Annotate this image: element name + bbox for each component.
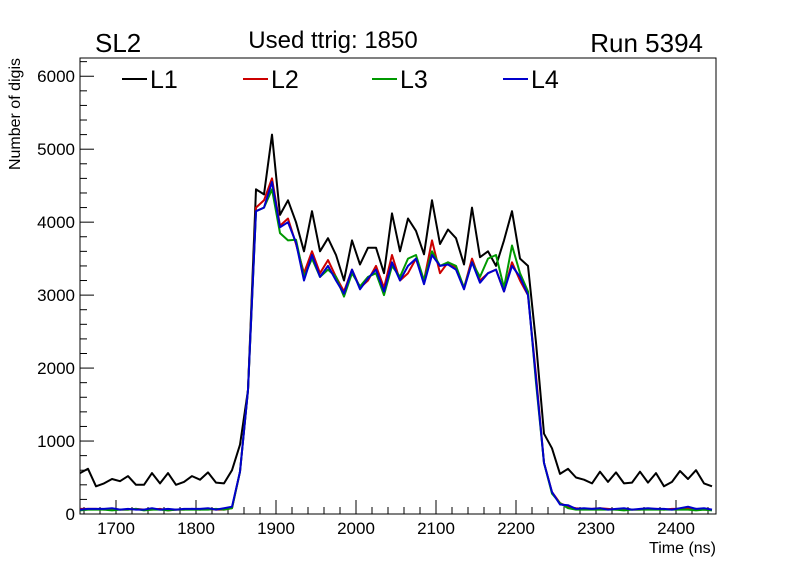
x-tick-label: 2300 bbox=[577, 519, 615, 538]
legend-label: L4 bbox=[531, 66, 559, 94]
x-tick-label: 1700 bbox=[97, 519, 135, 538]
y-axis: 0 1000 2000 3000 4000 5000 6000 bbox=[37, 61, 94, 524]
legend-label: L2 bbox=[271, 66, 299, 94]
x-tick-label: 1800 bbox=[177, 519, 215, 538]
x-axis: 1700 1800 1900 2000 2100 2200 2300 2400 bbox=[83, 500, 709, 538]
y-tick-label: 5000 bbox=[37, 140, 75, 159]
y-tick-label: 4000 bbox=[37, 213, 75, 232]
chart-title: Used ttrig: 1850 bbox=[248, 27, 417, 54]
y-tick-label: 1000 bbox=[37, 432, 75, 451]
x-tick-label: 2100 bbox=[417, 519, 455, 538]
y-tick-label: 3000 bbox=[37, 286, 75, 305]
y-axis-label: Number of digis bbox=[7, 58, 24, 170]
x-axis-label: Time (ns) bbox=[649, 540, 716, 557]
series-line-l3 bbox=[79, 188, 713, 512]
plot-frame bbox=[79, 57, 717, 515]
y-tick-label: 6000 bbox=[37, 67, 75, 86]
x-tick-label: 2400 bbox=[657, 519, 695, 538]
header-left: SL2 bbox=[95, 28, 141, 58]
series-lines bbox=[79, 133, 713, 512]
y-tick-label: 0 bbox=[66, 505, 75, 524]
header-right: Run 5394 bbox=[590, 28, 703, 58]
legend: L1 L2 L3 L4 bbox=[122, 66, 559, 94]
x-tick-label: 1900 bbox=[257, 519, 295, 538]
series-line-l4 bbox=[79, 181, 713, 511]
legend-label: L3 bbox=[400, 66, 428, 94]
x-tick-label: 2200 bbox=[497, 519, 535, 538]
y-tick-label: 2000 bbox=[37, 359, 75, 378]
x-tick-label: 2000 bbox=[337, 519, 375, 538]
series-line-l1 bbox=[79, 133, 713, 488]
legend-label: L1 bbox=[150, 66, 178, 94]
